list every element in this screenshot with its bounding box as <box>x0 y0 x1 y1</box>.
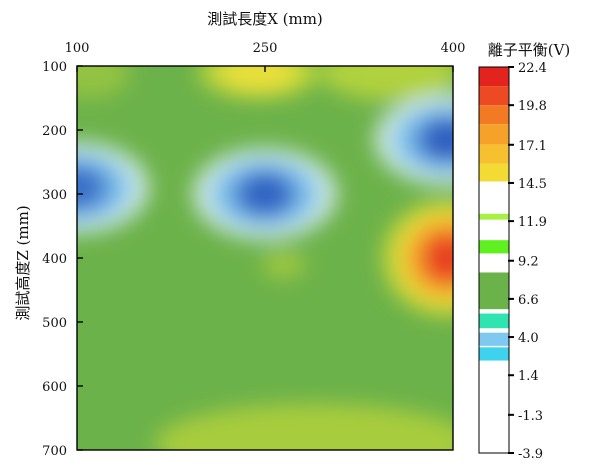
plot-area <box>77 66 453 450</box>
y-tick-label: 100 <box>42 60 67 75</box>
y-tick-label: 600 <box>42 380 67 395</box>
colorbar-tick-label: -3.9 <box>518 447 543 461</box>
colorbar-band <box>479 144 509 164</box>
x-tick-label: 100 <box>65 41 90 56</box>
axes: 100 250 400 100 200 300 400 500 600 700 <box>42 41 465 459</box>
colorbar-tick-label: 22.4 <box>518 61 547 76</box>
colorbar-tick-label: 1.4 <box>518 369 539 384</box>
colorbar: 22.4 19.8 17.1 14.5 11.9 9.2 6.6 4.0 1.4 -1.3 -3.9 <box>478 61 547 462</box>
colorbar-tick-label: 6.6 <box>518 293 539 308</box>
colorbar-band <box>479 332 509 346</box>
colorbar-band <box>479 67 509 87</box>
colorbar-tick-label: 14.5 <box>518 177 547 192</box>
colorbar-tick-label: 11.9 <box>518 215 547 230</box>
colorbar-band <box>479 105 509 125</box>
y-tick-label: 400 <box>42 252 67 267</box>
y-tick-label: 300 <box>42 188 67 203</box>
heatmap-cell <box>320 66 453 101</box>
colorbar-title: 離子平衡(V) <box>488 41 571 59</box>
heatmap-cell <box>424 234 453 282</box>
x-tick-label: 400 <box>441 41 466 56</box>
colorbar-band <box>479 86 509 106</box>
y-axis-title: 測試高度Z (mm) <box>14 205 32 320</box>
colorbar-band <box>479 313 509 329</box>
colorbar-tick-label: 19.8 <box>518 99 547 114</box>
colorbar-tick-label: 4.0 <box>518 331 539 346</box>
colorbar-band <box>479 213 509 220</box>
colorbar-band <box>479 347 509 361</box>
heatmap-cell <box>261 250 306 279</box>
colorbar-tick-label: 9.2 <box>518 255 539 270</box>
x-tick-label: 250 <box>253 41 278 56</box>
heatmap-cell <box>155 403 453 450</box>
colorbar-band <box>479 163 509 182</box>
y-tick-label: 700 <box>42 444 67 459</box>
heatmap-cell <box>418 117 453 162</box>
colorbar-band <box>479 124 509 145</box>
heatmap-cell <box>237 172 293 216</box>
heatmap-cell <box>77 66 130 99</box>
x-axis-title: 測試長度X (mm) <box>207 10 323 28</box>
y-tick-label: 500 <box>42 316 67 331</box>
colorbar-band <box>479 272 509 310</box>
y-tick-label: 200 <box>42 124 67 139</box>
colorbar-tick-label: -1.3 <box>518 409 543 424</box>
heatmap-cell <box>220 66 297 93</box>
colorbar-band <box>479 240 509 254</box>
heatmap-cell <box>77 165 105 210</box>
colorbar-tick-label: 17.1 <box>518 139 547 154</box>
